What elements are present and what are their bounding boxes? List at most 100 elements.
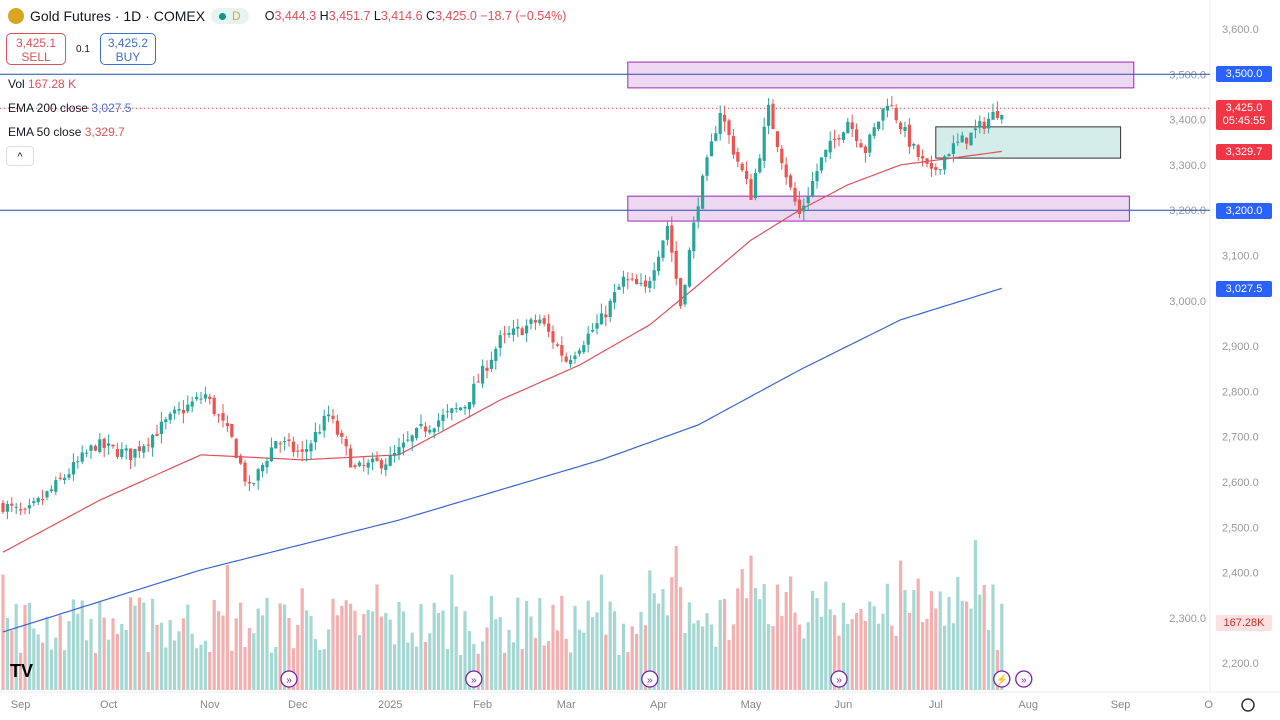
volume-bar <box>195 648 199 690</box>
volume-bar <box>1000 603 1004 690</box>
volume-bar <box>569 652 573 690</box>
volume-bar <box>467 630 471 690</box>
candle <box>511 320 515 342</box>
candle-body <box>261 464 265 472</box>
volume-bar <box>274 647 278 690</box>
y-tick-label: 2,600.0 <box>1222 477 1259 489</box>
candle-body <box>696 206 700 221</box>
candle <box>793 181 797 206</box>
candle <box>5 500 9 520</box>
status-dot-icon <box>219 12 227 20</box>
candle-body <box>793 187 797 202</box>
candle <box>291 436 295 457</box>
candle <box>626 272 630 290</box>
settings-gear-icon[interactable] <box>1241 698 1255 712</box>
candle <box>828 131 832 160</box>
buy-button[interactable]: 3,425.2 BUY <box>99 33 156 65</box>
candle-body <box>243 462 247 482</box>
event-glyph: » <box>471 675 477 686</box>
volume-bar <box>881 613 885 690</box>
candle-body <box>476 381 480 383</box>
volume-bar <box>283 604 287 690</box>
volume-bar <box>736 588 740 690</box>
volume-bar <box>833 615 837 690</box>
candle <box>454 402 458 413</box>
candle-body <box>701 175 705 209</box>
volume-bar <box>806 622 810 690</box>
y-tick-label: 3,500.0 <box>1169 69 1206 81</box>
market-status-badge[interactable]: D <box>211 8 249 24</box>
volume-bar <box>815 597 819 690</box>
volume-bar <box>212 599 216 690</box>
dividend-event-icon[interactable]: » <box>280 670 298 688</box>
candle <box>621 270 625 294</box>
volume-bar <box>661 589 665 690</box>
volume-bar <box>626 652 630 690</box>
y-tick-label: 2,500.0 <box>1222 522 1259 534</box>
candle-body <box>569 359 573 365</box>
candle-body <box>296 450 300 452</box>
candle <box>802 198 806 221</box>
candle-body <box>815 171 819 182</box>
volume-legend[interactable]: Vol 167.28 K <box>8 77 77 91</box>
symbol-title[interactable]: Gold Futures · 1D · COMEX <box>30 8 206 24</box>
candle-body <box>899 122 903 130</box>
candle <box>912 142 916 150</box>
candle-body <box>639 283 643 285</box>
earnings-lightning-icon[interactable]: ⚡ <box>993 670 1011 688</box>
volume-bar <box>547 641 551 690</box>
candle <box>151 433 155 457</box>
dividend-event-icon[interactable]: » <box>1015 670 1033 688</box>
ema50-legend[interactable]: EMA 50 close 3,329.7 <box>8 125 125 139</box>
candle-body <box>58 477 62 479</box>
volume-bar <box>353 610 357 690</box>
dividend-event-icon[interactable]: » <box>641 670 659 688</box>
candle-body <box>401 442 405 448</box>
candle <box>995 101 999 120</box>
candle <box>146 437 150 453</box>
ema200-legend[interactable]: EMA 200 close 3,027.5 <box>8 101 132 115</box>
candle <box>709 133 713 157</box>
volume-bar <box>586 600 590 690</box>
candle <box>736 147 740 168</box>
candle <box>582 340 586 355</box>
candle <box>533 314 537 331</box>
candle-body <box>608 300 612 317</box>
volume-bar <box>10 630 14 690</box>
candle-body <box>256 469 260 481</box>
candle <box>357 460 361 468</box>
candle <box>450 407 454 421</box>
volume-bar <box>133 605 137 690</box>
candle-body <box>151 434 155 448</box>
x-tick-label: Aug <box>1018 699 1038 711</box>
candle-body <box>670 225 674 253</box>
volume-bar <box>745 598 749 690</box>
volume-bar <box>309 616 313 690</box>
candle-body <box>771 103 775 130</box>
volume-bar <box>793 612 797 690</box>
candle-body <box>868 134 872 153</box>
candle-body <box>287 439 291 442</box>
volume-bar <box>555 630 559 690</box>
volume-bar <box>5 618 9 690</box>
candle <box>80 445 84 465</box>
dividend-event-icon[interactable]: » <box>830 670 848 688</box>
candle <box>938 168 942 175</box>
candle-body <box>357 462 361 467</box>
volume-bar <box>665 615 669 690</box>
dividend-event-icon[interactable]: » <box>465 670 483 688</box>
candle-body <box>120 449 124 457</box>
candle-body <box>819 157 823 171</box>
sell-button[interactable]: 3,425.1 SELL <box>6 33 66 65</box>
candle-body <box>841 132 845 140</box>
candle-body <box>516 326 520 329</box>
candle-body <box>36 498 40 503</box>
candle-body <box>388 455 392 466</box>
volume-bar <box>938 591 942 690</box>
candle <box>489 351 493 373</box>
candle-body <box>965 137 969 144</box>
candle <box>846 117 850 134</box>
candle-body <box>912 143 916 146</box>
collapse-legend-button[interactable]: ^ <box>6 146 34 166</box>
